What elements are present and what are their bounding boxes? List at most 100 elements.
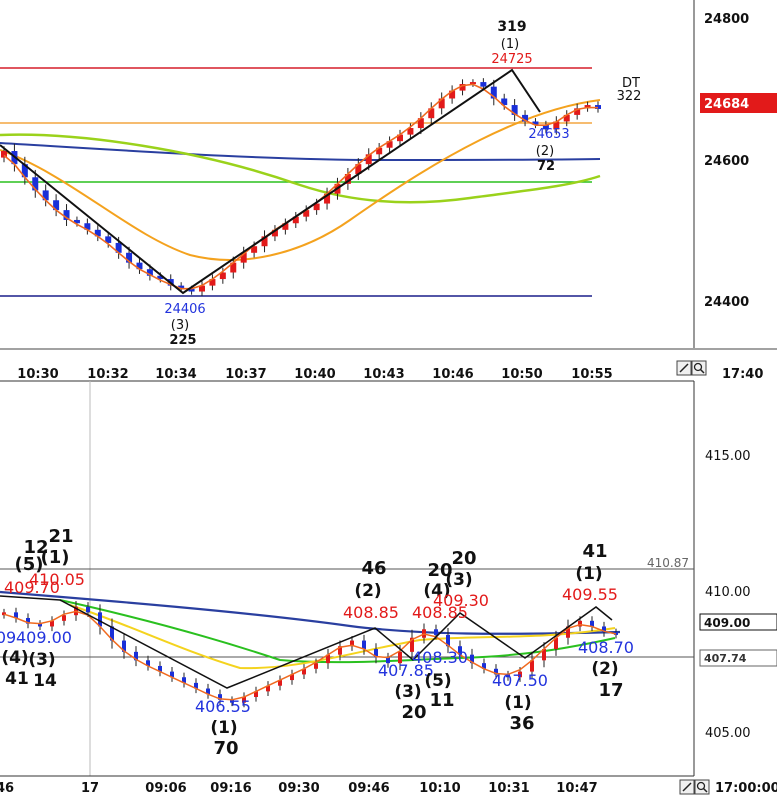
b-wave: (2) (354, 581, 381, 601)
top-candle-body (501, 98, 508, 106)
bottom-last-time: 17:00:00 (715, 781, 777, 796)
top-candle-body (115, 242, 122, 253)
top-x-tick-4: 10:40 (294, 367, 335, 382)
top-x-tick-2: 10:34 (155, 367, 196, 382)
b-red: 408.85 (343, 603, 399, 622)
bottom-candle-body (602, 626, 606, 633)
top-candle-body (522, 114, 529, 122)
bottom-level-tag-text: 407.74 (704, 652, 747, 665)
bottom-candle-body (434, 629, 438, 635)
top-candle-body (261, 236, 268, 247)
top-candle-body (126, 252, 133, 263)
top-candle-body (438, 98, 445, 109)
bottom-candle-body (242, 697, 246, 703)
bottom-x-tick-6: 10:10 (419, 781, 460, 796)
a-top3: (5) (15, 554, 44, 575)
bottom-x-tick-8: 10:47 (556, 781, 597, 796)
bottom-candle-body (26, 618, 30, 624)
bottom-candle-body (386, 657, 390, 664)
top-candle-body (146, 269, 153, 276)
top-candle-body (94, 229, 101, 237)
bottom-zoom-icon[interactable] (694, 779, 710, 795)
a-bot2: (3) (28, 650, 55, 670)
bottom-ma-blue (0, 590, 621, 635)
top-candle-body (303, 210, 310, 217)
top-high-price: 24725 (491, 52, 532, 67)
a-top1: 12 (23, 537, 48, 558)
bottom-candle-body (362, 640, 366, 650)
bottom-y-tick-405: 405.00 (705, 726, 751, 741)
top-candle-body (230, 262, 237, 273)
e-count: 41 (582, 541, 607, 562)
top-candle-body (563, 114, 570, 122)
top-candle-body (511, 105, 518, 115)
top-candle-body (397, 134, 403, 142)
a-blue2: 409.00 (16, 628, 72, 647)
bottom-candle-body (470, 654, 474, 664)
top-candle-body (73, 219, 80, 224)
bottom-candle-body (302, 668, 306, 675)
bottom-candle-body (314, 663, 318, 669)
a-bot3: 41 (5, 669, 29, 689)
bottom-candle-body (182, 677, 186, 683)
a-red2: 410.05 (29, 570, 85, 589)
bottom-candle-body (518, 671, 522, 678)
bottom-candle-body (410, 637, 414, 652)
e-blue: 408.70 (578, 638, 634, 657)
top-candle-body (282, 223, 289, 230)
bottom-candle-body (170, 671, 174, 678)
top-candle-body (355, 164, 362, 174)
bottom-x-tick-1: 17 (81, 781, 99, 796)
bottom-candle-body (530, 660, 534, 672)
top-price-tag (700, 93, 777, 113)
top-low-wave: (3) (171, 318, 189, 333)
top-y-tick-24400: 24400 (704, 295, 749, 310)
e-wave: (1) (575, 564, 602, 584)
top-x-tick-8: 10:55 (571, 367, 612, 382)
top-x-tick-3: 10:37 (225, 367, 266, 382)
top-candle-body (574, 108, 581, 115)
a-top4: (1) (41, 547, 70, 568)
bottom-time-axis: 46 17 09:06 09:16 09:30 09:46 10:10 10:3… (0, 775, 777, 796)
c-top2: 20 (451, 548, 476, 569)
top-chart-panel: 319 (1) 24725 24653 (2) 72 24406 (3) 225… (0, 0, 777, 348)
top-x-tick-6: 10:46 (432, 367, 473, 382)
b-blue: 407.85 (378, 661, 434, 680)
bottom-candle-body (542, 649, 546, 661)
a-top2: 21 (48, 526, 73, 547)
top-candle-body (490, 86, 497, 99)
b-bwave: (3) (394, 682, 421, 702)
top-candle-body (21, 164, 28, 178)
top-candle-body (532, 121, 539, 125)
top-x-tick-5: 10:43 (363, 367, 404, 382)
top-x-tick-7: 10:50 (501, 367, 542, 382)
top-candle-body (459, 84, 466, 91)
bottom-candle-body (266, 685, 270, 692)
top-candle-body (42, 190, 49, 201)
top-zoom-icon[interactable] (691, 360, 707, 376)
top-candle-body (386, 141, 393, 148)
top-candle-body (105, 236, 112, 243)
top-last-time: 17:40 (722, 367, 763, 382)
top-mid-count: 72 (537, 159, 555, 174)
bottom-x-tick-3: 09:16 (210, 781, 251, 796)
bottom-level-tag (699, 649, 777, 667)
e-bwave: (2) (591, 659, 618, 679)
bottom-candle-body (218, 694, 222, 700)
c-bwave: (5) (424, 671, 451, 691)
bottom-ma-fast (3, 610, 617, 701)
bottom-candle-body (254, 691, 258, 697)
top-edit-icon[interactable] (676, 360, 692, 376)
top-candle-body (178, 285, 185, 289)
top-candle-body (313, 203, 320, 211)
bottom-candle-body (290, 674, 294, 681)
top-candle-body (136, 262, 143, 270)
bottom-candle-body (350, 640, 354, 647)
a-red1: 409.70 (4, 578, 60, 597)
bottom-candle-body (482, 663, 486, 669)
bottom-candle-body (578, 620, 582, 627)
top-wave-zigzag (0, 68, 541, 295)
bottom-x-tick-0: 46 (0, 781, 14, 796)
bottom-edit-icon[interactable] (679, 779, 695, 795)
low-count: 70 (213, 738, 238, 759)
